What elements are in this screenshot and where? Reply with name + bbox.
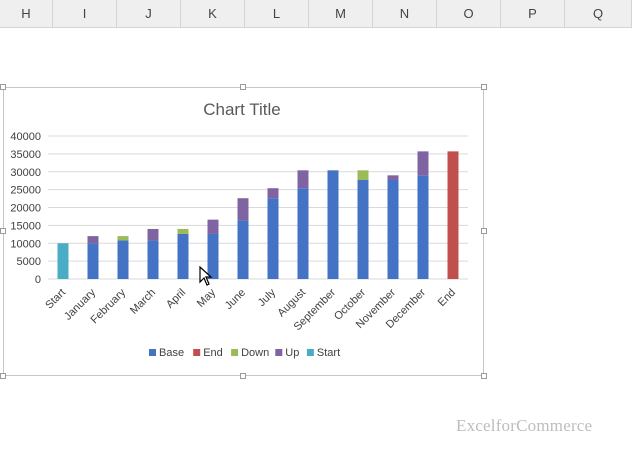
- legend-label-up[interactable]: Up: [285, 347, 299, 359]
- x-tick-label: July: [256, 286, 279, 309]
- resize-handle-top-left[interactable]: [0, 84, 6, 90]
- resize-handle-bottom-right[interactable]: [481, 373, 487, 379]
- bar-down[interactable]: [177, 228, 189, 234]
- resize-handle-top-right[interactable]: [481, 84, 487, 90]
- legend-label-down[interactable]: Down: [241, 347, 269, 359]
- bar-base[interactable]: [327, 170, 339, 279]
- chart-title[interactable]: Chart Title: [203, 100, 280, 119]
- bar-base[interactable]: [207, 233, 219, 279]
- bar-base[interactable]: [267, 198, 279, 279]
- bar-base[interactable]: [357, 179, 369, 279]
- bar-base[interactable]: [87, 243, 99, 279]
- bar-up[interactable]: [417, 151, 429, 176]
- column-header-j[interactable]: J: [117, 0, 181, 27]
- legend-swatch-start: [306, 349, 314, 356]
- bar-base[interactable]: [387, 179, 399, 279]
- bar-base[interactable]: [117, 240, 129, 279]
- resize-handle-top[interactable]: [240, 84, 246, 90]
- column-header-q[interactable]: Q: [565, 0, 632, 27]
- x-tick-label: End: [436, 287, 458, 309]
- y-tick-label: 20000: [10, 203, 41, 215]
- resize-handle-left[interactable]: [0, 228, 6, 234]
- bar-up[interactable]: [207, 219, 219, 234]
- bar-base[interactable]: [147, 240, 159, 279]
- column-header-o[interactable]: O: [437, 0, 501, 27]
- bar-up[interactable]: [87, 236, 99, 244]
- chart-area[interactable]: Chart Title 0 5000 10000 15000 20000 25000 300…: [3, 87, 484, 376]
- x-tick-label: April: [164, 287, 188, 311]
- bar-base[interactable]: [237, 220, 249, 279]
- column-header-p[interactable]: P: [501, 0, 565, 27]
- legend-swatch-base: [149, 349, 156, 356]
- legend-swatch-end: [193, 349, 201, 356]
- bar-base[interactable]: [417, 175, 429, 279]
- legend-swatch-up: [275, 349, 283, 356]
- x-tick-label: May: [195, 286, 219, 310]
- y-tick-label: 15000: [10, 220, 41, 232]
- watermark-text: ExcelforCommerce: [456, 416, 593, 435]
- column-header-i[interactable]: I: [53, 0, 117, 27]
- bar-down[interactable]: [357, 170, 369, 180]
- column-header-k[interactable]: K: [181, 0, 245, 27]
- column-header-m[interactable]: M: [309, 0, 373, 27]
- resize-handle-bottom-left[interactable]: [0, 373, 6, 379]
- x-tick-label: June: [223, 287, 248, 312]
- y-tick-label: 0: [35, 274, 41, 286]
- bar-up[interactable]: [267, 188, 279, 199]
- y-tick-label: 30000: [10, 167, 41, 179]
- legend-label-end[interactable]: End: [203, 347, 223, 359]
- legend-swatch-down: [231, 349, 239, 356]
- x-tick-label: Start: [43, 287, 68, 312]
- resize-handle-bottom[interactable]: [240, 373, 246, 379]
- y-tick-label: 35000: [10, 149, 41, 161]
- bar-start[interactable]: [57, 243, 69, 279]
- bar-up[interactable]: [297, 170, 309, 189]
- y-tick-label: 10000: [10, 238, 41, 250]
- waterfall-chart[interactable]: Chart Title 0 5000 10000 15000 20000 25000 300…: [4, 88, 483, 375]
- legend-label-base[interactable]: Base: [159, 347, 184, 359]
- bar-up[interactable]: [147, 228, 159, 241]
- bar-up[interactable]: [237, 198, 249, 221]
- x-tick-label: March: [128, 287, 158, 317]
- y-tick-label: 40000: [10, 131, 41, 143]
- bar-base[interactable]: [177, 233, 189, 279]
- column-header-h[interactable]: H: [0, 0, 53, 27]
- bar-end[interactable]: [447, 151, 459, 279]
- bar-down[interactable]: [117, 236, 129, 241]
- mouse-pointer-icon: [199, 266, 213, 286]
- bar-base[interactable]: [297, 188, 309, 279]
- legend-label-start[interactable]: Start: [317, 347, 340, 359]
- resize-handle-right[interactable]: [481, 228, 487, 234]
- bar-up[interactable]: [387, 175, 399, 180]
- column-header-l[interactable]: L: [245, 0, 309, 27]
- y-tick-label: 5000: [17, 256, 41, 268]
- column-header-n[interactable]: N: [373, 0, 437, 27]
- y-tick-label: 25000: [10, 185, 41, 197]
